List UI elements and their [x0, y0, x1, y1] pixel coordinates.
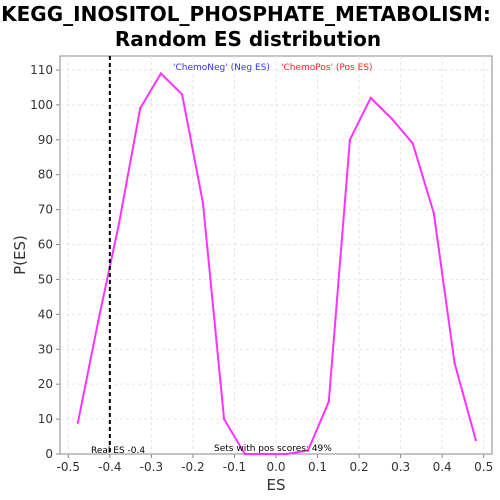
y-tick-label: 0	[45, 447, 53, 461]
data-point	[474, 438, 477, 442]
y-tick-label: 60	[38, 238, 53, 252]
x-tick-label: 0.4	[433, 460, 452, 474]
grid	[60, 56, 492, 454]
data-point	[180, 93, 184, 96]
x-tick-label: -0.5	[57, 460, 80, 474]
chart-title-line2: Random ES distribution	[115, 27, 381, 51]
y-tick-label: 40	[38, 307, 53, 321]
data-point	[138, 107, 142, 110]
data-point	[348, 138, 352, 141]
y-axis-ticks: 0 10 20 30 40 50 60 70 80 90 100 110	[30, 63, 60, 461]
y-tick-label: 100	[30, 98, 53, 112]
x-tick-label: -0.4	[98, 460, 121, 474]
x-tick-label: 0.2	[350, 460, 369, 474]
y-tick-label: 90	[38, 133, 53, 147]
legend-pos: 'ChemoPos' (Pos ES)	[281, 63, 373, 73]
data-point	[369, 96, 372, 100]
x-tick-label: -0.2	[181, 460, 204, 474]
data-point	[327, 400, 330, 403]
y-tick-label: 80	[38, 168, 53, 182]
x-axis-label: ES	[267, 476, 286, 494]
data-point	[201, 201, 205, 204]
data-point	[432, 211, 436, 215]
data-point	[411, 142, 414, 145]
data-point	[243, 452, 247, 456]
y-tick-label: 10	[38, 412, 53, 426]
x-tick-label: 0.5	[474, 460, 493, 474]
y-axis-label: P(ES)	[11, 235, 29, 275]
data-point	[306, 449, 310, 452]
x-tick-label: 0.3	[391, 460, 410, 474]
series-points	[76, 72, 477, 456]
data-point	[117, 222, 121, 225]
x-tick-label: -0.1	[223, 460, 246, 474]
real-es-label: Real ES -0.4	[91, 446, 145, 456]
x-axis-ticks: -0.5 -0.4 -0.3 -0.2 -0.1 0.0 0.1 0.2 0.3 0.4 0.5	[57, 454, 493, 474]
x-tick-label: 0.0	[266, 460, 285, 474]
y-tick-label: 30	[38, 342, 53, 356]
y-tick-label: 50	[38, 272, 53, 286]
data-point	[453, 362, 456, 365]
data-point	[264, 452, 268, 456]
data-point	[390, 117, 394, 121]
data-point	[222, 417, 226, 421]
legend-neg: 'ChemoNeg' (Neg ES)	[173, 63, 270, 73]
x-tick-label: 0.1	[308, 460, 327, 474]
y-tick-label: 20	[38, 377, 53, 391]
y-tick-label: 70	[38, 203, 53, 217]
chart-title-line1: KEGG_INOSITOL_PHOSPHATE_METABOLISM:	[1, 2, 491, 26]
x-tick-label: -0.3	[140, 460, 163, 474]
data-point	[159, 72, 163, 75]
data-point	[285, 452, 288, 456]
pos-scores-label: Sets with pos scores: 49%	[214, 444, 332, 454]
data-point	[76, 421, 80, 424]
data-point	[97, 320, 100, 323]
series-line	[76, 71, 477, 455]
y-tick-label: 110	[30, 63, 53, 77]
